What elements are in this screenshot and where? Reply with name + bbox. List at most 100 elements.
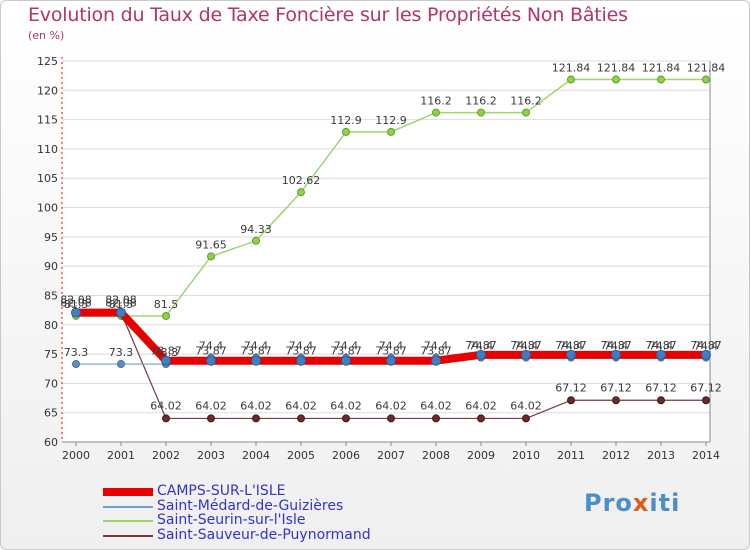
point-saint-sauveur-2014 [702,396,710,405]
data-label-saint-sauveur-2002: 64.02 [150,399,182,412]
point-camps-2013 [656,349,666,360]
data-label-saint-sauveur-2004: 64.02 [240,399,272,412]
y-tick-label-80: 80 [44,319,58,332]
legend-label-camps: CAMPS-SUR-L'ISLE [157,483,286,499]
data-label-camps-2008: 73.87 [420,345,452,358]
y-tick-label-100: 100 [37,202,58,215]
data-label-saint-sauveur-2008: 64.02 [420,399,452,412]
logo-prefix: Pro [584,489,633,517]
point-camps-2006 [341,355,351,366]
x-tick-label-2000: 2000 [62,449,90,462]
y-axis-unit: (en %) [28,29,65,42]
point-camps-2002 [161,355,171,366]
y-tick-label-65: 65 [44,407,58,420]
point-saint-seurin-2010 [522,108,530,117]
legend-label-saint-medard: Saint-Médard-de-Guizières [157,497,344,514]
x-tick-label-2011: 2011 [557,449,585,462]
x-tick-label-2014: 2014 [692,449,720,462]
x-tick-label-2007: 2007 [377,449,405,462]
data-label-saint-seurin-2002: 81.5 [154,298,179,311]
point-saint-sauveur-2005 [297,414,305,423]
logo-x: x [632,489,650,517]
y-tick-label-125: 125 [37,55,58,68]
data-label-saint-medard-2006: 74.4 [334,340,359,353]
data-label-camps-2013: 74.87 [645,339,677,352]
data-label-saint-sauveur-2009: 64.02 [465,399,497,412]
point-saint-seurin-2007 [387,127,395,136]
x-tick-label-2001: 2001 [107,449,135,462]
legend-swatch-saint-medard [103,505,153,508]
data-label-saint-medard-2011: 74.4 [559,340,584,353]
x-tick-label-2005: 2005 [287,449,315,462]
chart-title: Evolution du Taux de Taxe Foncière sur l… [28,4,628,26]
point-saint-seurin-2004 [252,236,260,245]
point-camps-2011 [566,349,576,360]
point-saint-sauveur-2013 [657,396,665,405]
point-saint-seurin-2006 [342,127,350,136]
x-tick-label-2004: 2004 [242,449,270,462]
data-label-camps-2004: 73.87 [240,345,272,358]
data-label-saint-medard-2003: 74.4 [199,340,224,353]
point-saint-seurin-2002 [162,311,170,320]
y-tick-label-115: 115 [37,114,58,127]
data-label-saint-seurin-2008: 116.2 [420,95,452,108]
data-label-saint-medard-2014: 74.4 [694,340,719,353]
point-camps-2005 [296,355,306,366]
point-camps-2014 [701,349,711,360]
point-saint-sauveur-2003 [207,414,215,423]
legend-label-saint-sauveur: Saint-Sauveur-de-Puynormand [157,526,371,543]
data-label-saint-seurin-2000: 81.5 [64,298,89,311]
point-saint-sauveur-2009 [477,414,485,423]
data-label-saint-sauveur-2014: 67.12 [690,381,722,394]
data-labels-saint-sauveur: 82.08 82.08 64.02 64.02 64.02 64.02 64.02 64.02… [60,294,722,413]
data-label-saint-sauveur-2012: 67.12 [600,381,632,394]
data-label-saint-sauveur-2011: 67.12 [555,381,587,394]
data-label-saint-seurin-2005: 102.62 [282,174,321,187]
point-saint-sauveur-2011 [567,396,575,405]
data-label-camps-2011: 74.87 [555,339,587,352]
data-labels-saint-medard: 73.3 73.3 73.3 74.4 74.4 74.4 74.4 74.4 74.4 74.4… [64,340,719,359]
data-label-saint-seurin-2007: 112.9 [375,114,407,127]
y-tick-label-85: 85 [44,289,58,302]
data-label-saint-medard-2010: 74.4 [514,340,539,353]
point-camps-2003 [206,355,216,366]
y-tick-label-90: 90 [44,260,58,273]
data-label-saint-medard-2002: 73.3 [154,346,179,359]
point-saint-seurin-2014 [702,75,710,84]
point-camps-2008 [431,355,441,366]
data-label-saint-sauveur-2003: 64.02 [195,399,227,412]
x-tick-label-2013: 2013 [647,449,675,462]
point-saint-seurin-2008 [432,108,440,117]
point-saint-seurin-2012 [612,75,620,84]
y-tick-label-95: 95 [44,231,58,244]
point-camps-2007 [386,355,396,366]
data-label-saint-sauveur-2010: 64.02 [510,399,542,412]
data-label-saint-medard-2005: 74.4 [289,340,314,353]
series-camps [71,307,711,366]
x-tick-label-2009: 2009 [467,449,495,462]
x-tick-label-2008: 2008 [422,449,450,462]
y-tick-label-110: 110 [37,143,58,156]
point-saint-seurin-2011 [567,75,575,84]
y-tick-label-120: 120 [37,84,58,97]
data-label-saint-medard-2013: 74.4 [649,340,674,353]
x-tick-label-2012: 2012 [602,449,630,462]
data-label-saint-seurin-2009: 116.2 [465,95,497,108]
point-saint-sauveur-2012 [612,396,620,405]
y-tick-label-70: 70 [44,377,58,390]
data-label-saint-sauveur-2007: 64.02 [375,399,407,412]
point-camps-2012 [611,349,621,360]
x-tick-label-2006: 2006 [332,449,360,462]
point-saint-sauveur-2007 [387,414,395,423]
data-label-camps-2007: 73.87 [375,345,407,358]
point-saint-seurin-2013 [657,75,665,84]
data-label-camps-2000: 82.08 [60,297,92,310]
x-tick-label-2002: 2002 [152,449,180,462]
series-saint-seurin [72,75,710,320]
point-saint-seurin-2009 [477,108,485,117]
y-tick-label-60: 60 [44,436,58,449]
data-label-saint-seurin-2001: 81.5 [109,298,134,311]
data-label-camps-2009: 74.87 [465,339,497,352]
data-label-saint-seurin-2010: 116.2 [510,95,542,108]
